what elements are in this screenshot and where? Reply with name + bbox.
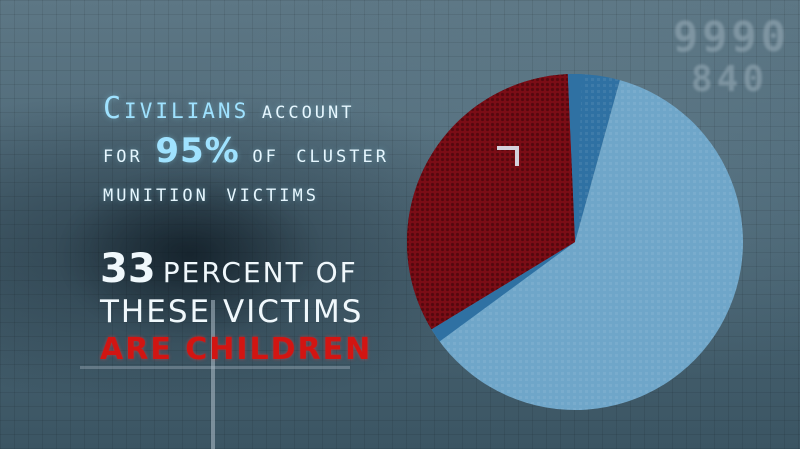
pie-slice-children-texture xyxy=(407,74,575,330)
crosshair-horizontal-line xyxy=(80,366,350,369)
subline-line2: THESE VICTIMS xyxy=(100,294,364,330)
bracket-mark xyxy=(497,146,519,166)
headline-line2: for 95% of cluster xyxy=(103,130,389,172)
subline-are-children: ARE CHILDREN xyxy=(100,332,373,367)
pie-edge-strip-right xyxy=(431,242,575,342)
subline-line1: 33 PERCENT OF xyxy=(100,246,372,292)
headline-account: account xyxy=(261,96,355,124)
headline-line1: Civilians account xyxy=(103,88,389,130)
background-silhouette xyxy=(60,170,320,340)
corner-readout: 9990 840 xyxy=(673,14,790,100)
corner-readout-line1: 9990 xyxy=(672,12,790,61)
subline-number: 33 xyxy=(100,246,156,292)
children-statistic: 33 PERCENT OF THESE VICTIMS ARE CHILDREN xyxy=(100,246,372,367)
pie-slice-texture-2 xyxy=(431,80,743,411)
headline-line3: munition victims xyxy=(103,179,319,207)
headline: Civilians account for 95% of cluster mun… xyxy=(103,88,389,214)
corner-readout-line2: 840 xyxy=(690,59,768,100)
pie-chart-svg xyxy=(407,73,743,411)
headline-of-cluster: of cluster xyxy=(252,140,389,168)
subline-percent-of: PERCENT OF xyxy=(162,256,358,289)
headline-percent: 95% xyxy=(155,131,240,171)
pie-slice-texture-1 xyxy=(567,74,620,242)
crosshair-vertical-line xyxy=(211,300,215,449)
headline-for: for xyxy=(103,140,143,168)
pie-chart xyxy=(405,72,750,417)
pie-edge-strip-left xyxy=(567,73,583,242)
headline-civilians: Civilians xyxy=(103,91,250,126)
